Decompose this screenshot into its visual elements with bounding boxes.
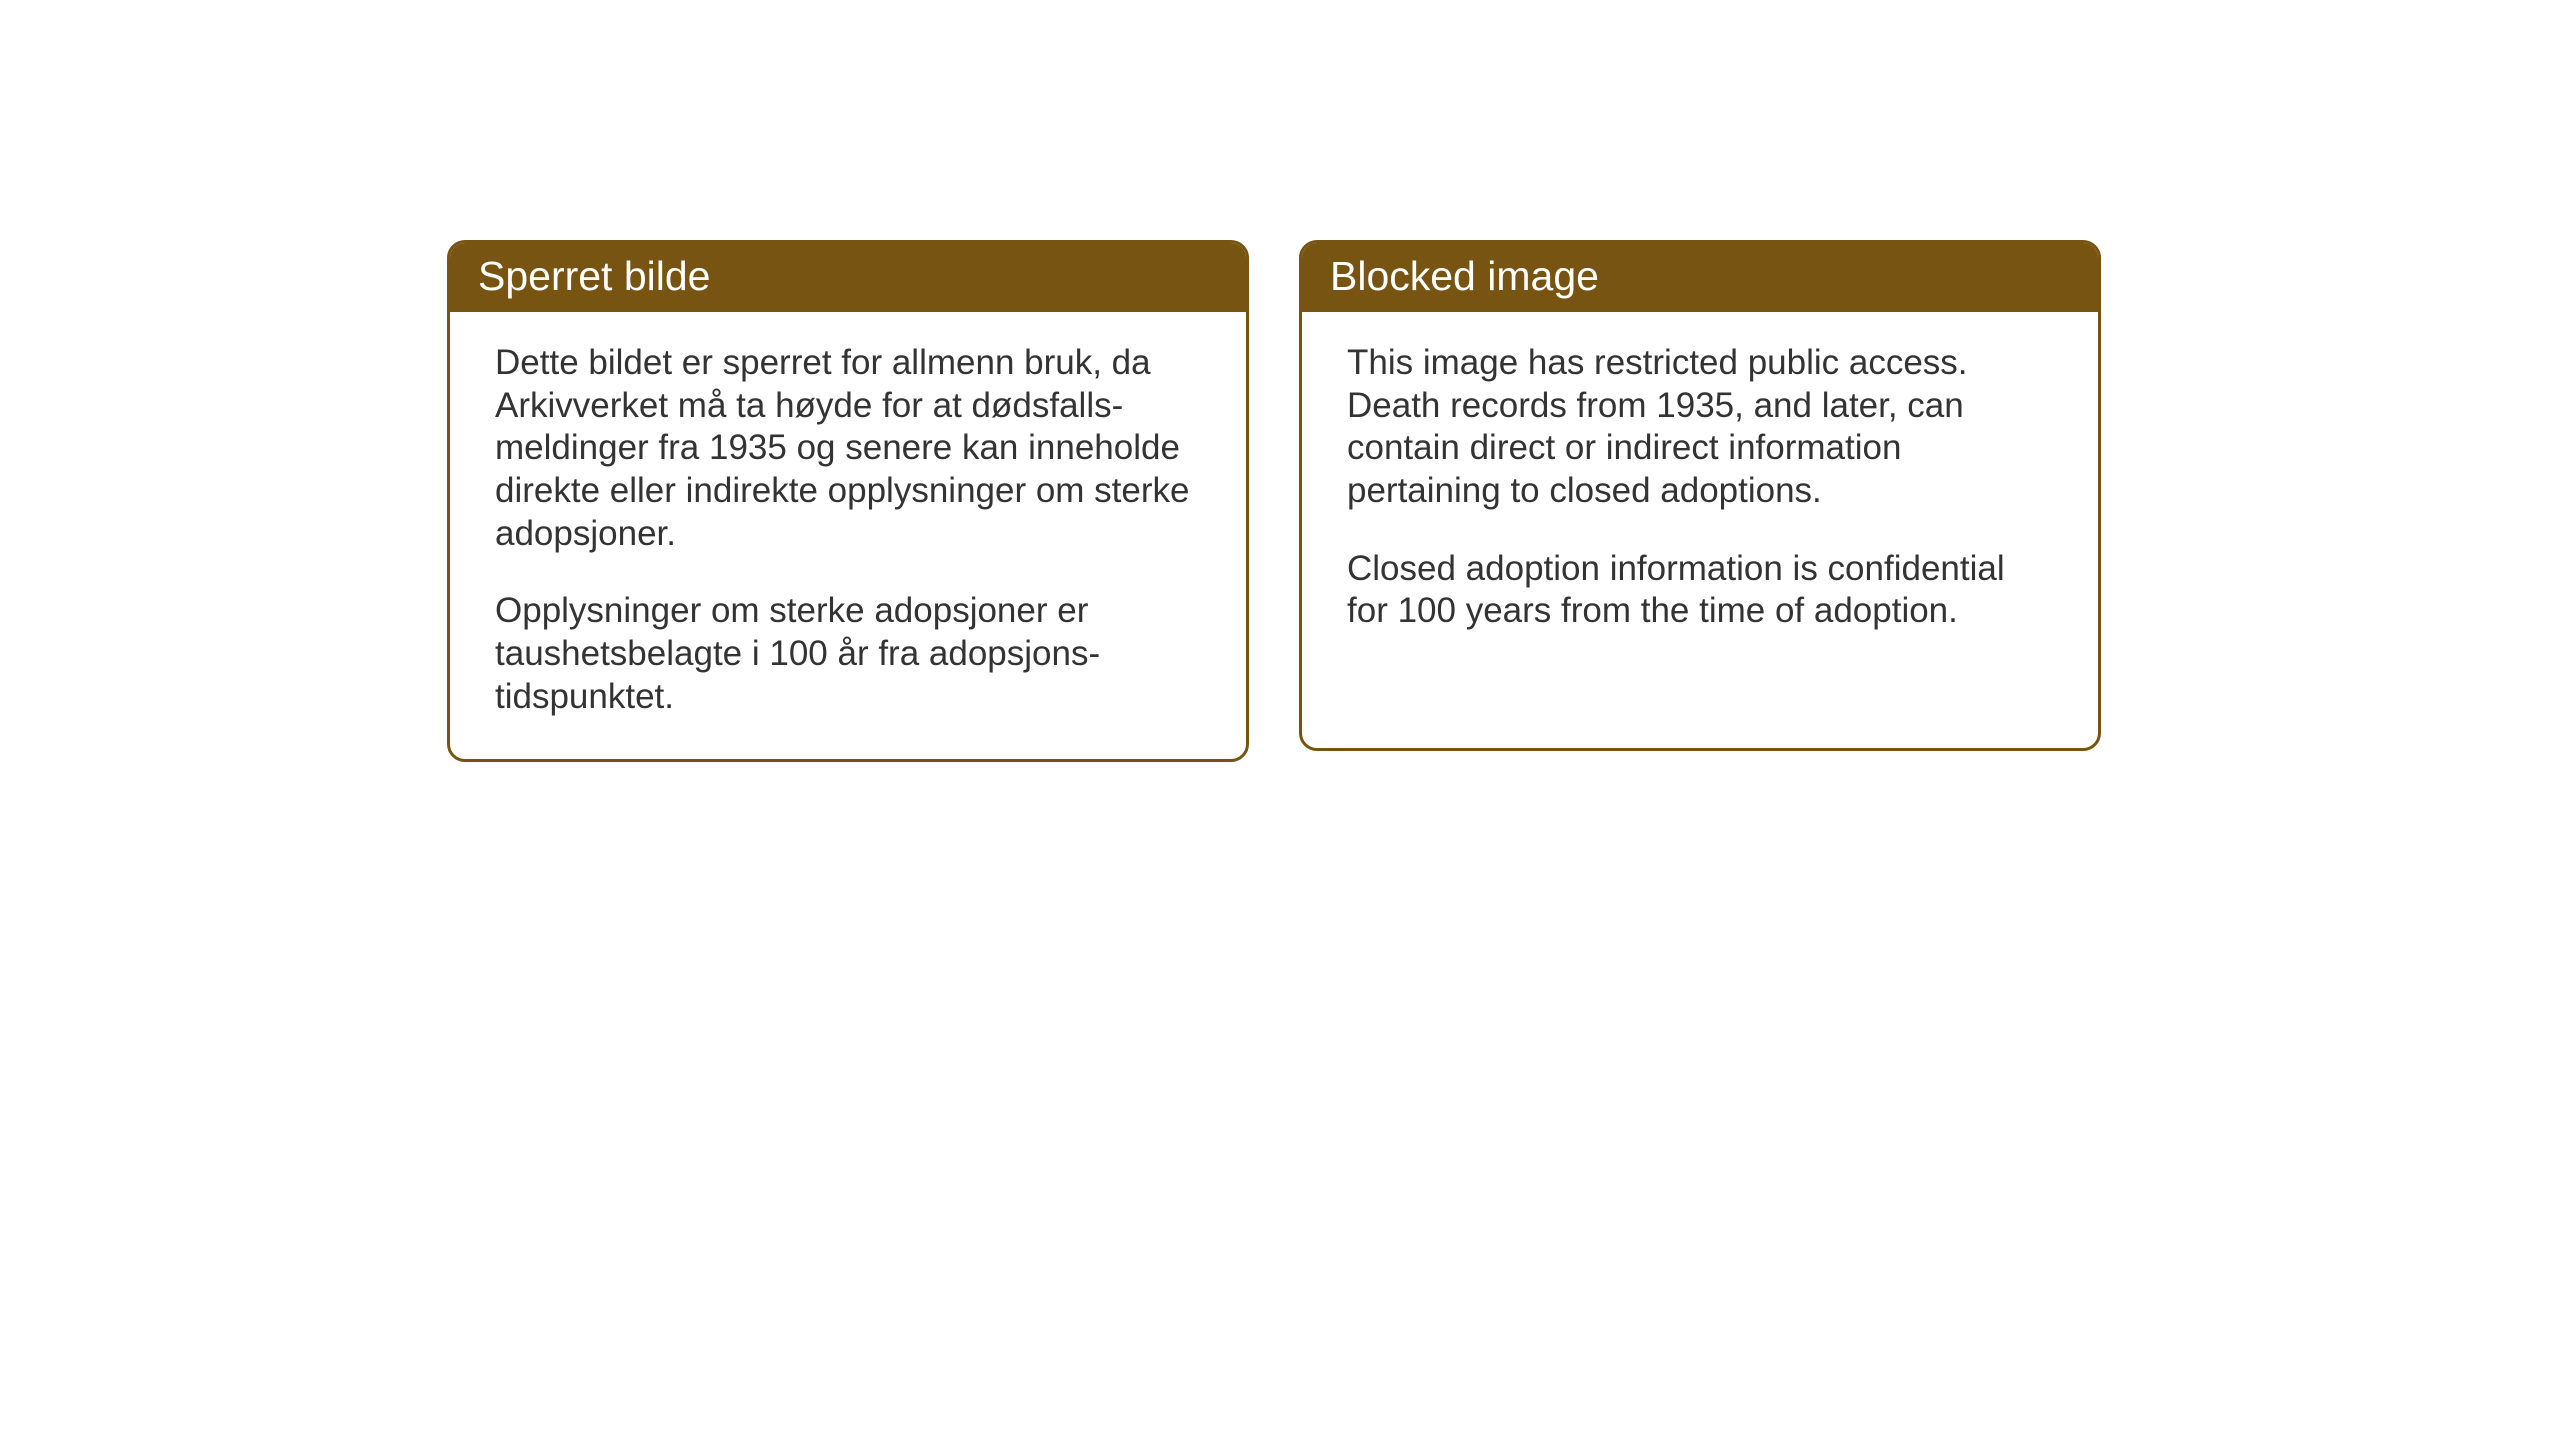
- card-norwegian-paragraph-2: Opplysninger om sterke adopsjoner er tau…: [495, 590, 1201, 718]
- card-english-body: This image has restricted public access.…: [1302, 312, 2098, 673]
- cards-container: Sperret bilde Dette bildet er sperret fo…: [447, 240, 2101, 762]
- card-english-paragraph-2: Closed adoption information is confident…: [1347, 548, 2053, 633]
- card-english: Blocked image This image has restricted …: [1299, 240, 2101, 751]
- card-norwegian: Sperret bilde Dette bildet er sperret fo…: [447, 240, 1249, 762]
- card-english-header: Blocked image: [1302, 243, 2098, 312]
- card-norwegian-body: Dette bildet er sperret for allmenn bruk…: [450, 312, 1246, 759]
- card-english-paragraph-1: This image has restricted public access.…: [1347, 342, 2053, 513]
- card-norwegian-paragraph-1: Dette bildet er sperret for allmenn bruk…: [495, 342, 1201, 555]
- card-norwegian-header: Sperret bilde: [450, 243, 1246, 312]
